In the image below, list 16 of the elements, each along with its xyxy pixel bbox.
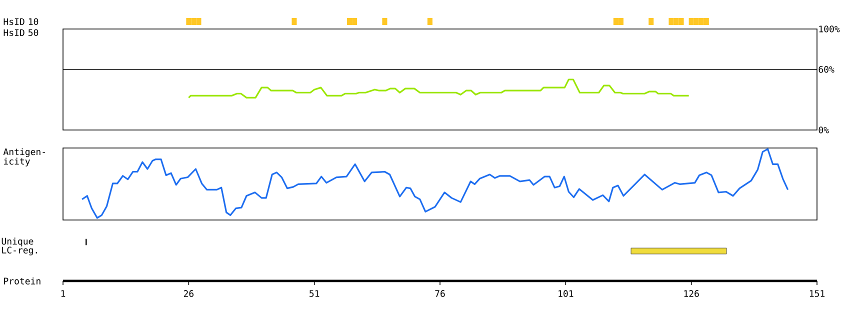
x-axis-title: Protein <box>4 278 40 284</box>
x-tick-label: 51 <box>310 290 320 297</box>
y-tick-label: Unique <box>2 238 34 246</box>
y-tick-label: 60% <box>818 66 834 73</box>
y-axis-title: Antigen- icity <box>3 148 45 166</box>
x-tick-label: 76 <box>435 290 445 297</box>
x-tick-label: 1 <box>61 290 66 297</box>
x-tick-label: 26 <box>184 290 194 297</box>
y-tick-label: 100% <box>819 26 840 32</box>
x-tick-label: 151 <box>810 290 825 297</box>
x-tick-label: 101 <box>558 290 574 297</box>
y-tick-label: LC-reg. <box>2 246 37 256</box>
y-tick-label: 0% <box>818 126 829 134</box>
y-axis-title: HsID 10 <box>4 18 38 25</box>
x-tick-label: 126 <box>684 290 699 297</box>
y-axis-title: HsID 50 <box>4 29 38 36</box>
